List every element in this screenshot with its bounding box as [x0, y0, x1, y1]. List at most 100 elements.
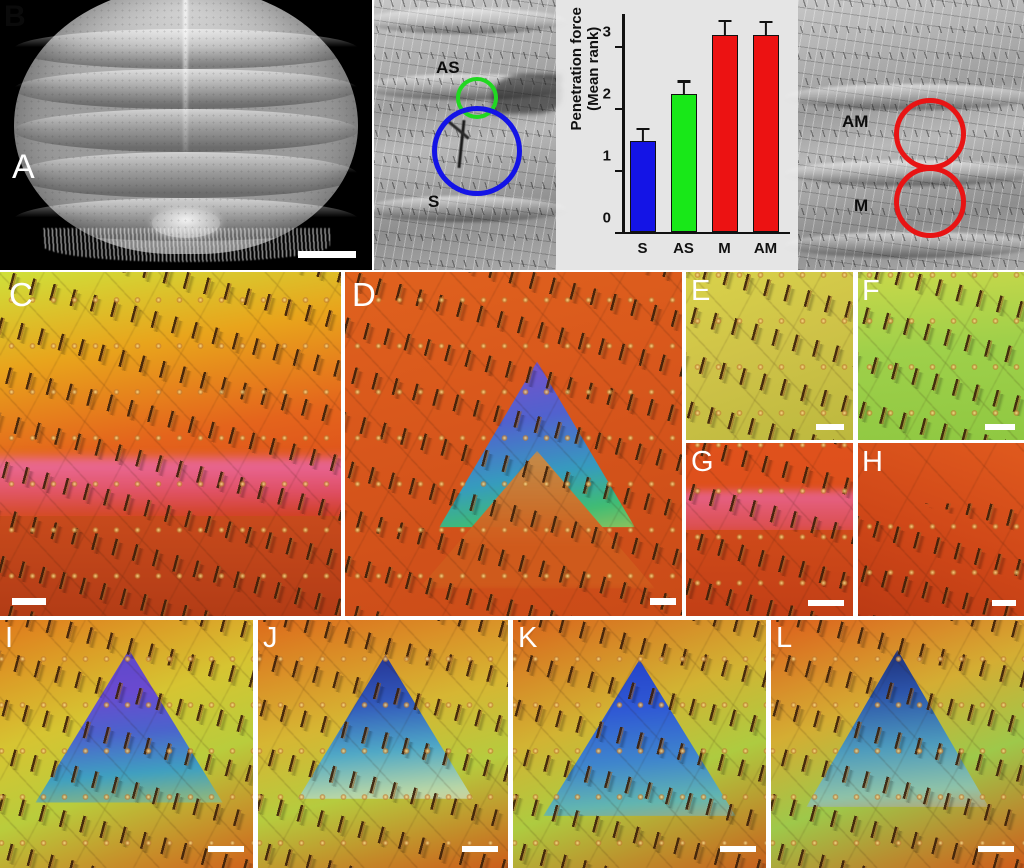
bar-group-as — [670, 14, 697, 232]
panel-label-j: J — [263, 622, 278, 654]
setae-sockets — [771, 620, 1024, 868]
y-axis-tick-label: 0 — [602, 209, 611, 227]
marginal-setae-fringe — [41, 228, 331, 262]
panel-label-d: D — [352, 276, 376, 313]
setae-sockets — [686, 272, 853, 440]
error-bar-cap — [636, 127, 649, 130]
panel-label-g: G — [691, 446, 714, 478]
setae-sockets — [345, 272, 682, 616]
setae-sockets — [0, 272, 341, 616]
annotation-circle-am — [894, 98, 966, 170]
scale-bar-c — [12, 598, 46, 605]
scale-bar-d — [650, 598, 676, 605]
cuticle-fold — [374, 8, 567, 34]
panel-label-e: E — [691, 275, 711, 307]
panel-g — [686, 443, 853, 616]
sem-abdomen-specimen — [14, 0, 358, 262]
abdominal-segment — [14, 152, 358, 198]
error-bar — [764, 23, 767, 36]
setae-sockets — [513, 620, 766, 868]
cuticle-fold — [784, 232, 1024, 258]
panel-label-a: A — [12, 148, 35, 186]
scale-bar-e — [816, 424, 844, 430]
error-bar — [682, 82, 685, 94]
panel-l — [771, 620, 1024, 868]
panel-k — [513, 620, 766, 868]
y-axis-tick — [615, 107, 622, 111]
scale-bar-a — [298, 251, 356, 258]
annotation-label-m: M — [854, 196, 869, 215]
panel-label-i: I — [5, 622, 14, 654]
y-axis-label-line1: Penetration force — [568, 7, 586, 131]
panel-label-l: L — [776, 622, 793, 654]
y-axis-tick — [615, 169, 622, 173]
sem-tile-right: AM M — [784, 0, 1024, 270]
panel-d — [345, 272, 682, 616]
x-tick-label-m: M — [718, 240, 731, 257]
y-axis-label-line2: (Mean rank) — [585, 26, 602, 111]
annotation-circle-m — [894, 166, 966, 238]
panel-c — [0, 272, 341, 616]
scale-bar-k — [720, 846, 756, 852]
error-bar-cap — [718, 19, 731, 22]
setae-sockets — [858, 272, 1024, 440]
panel-a — [0, 0, 372, 270]
panel-label-h: H — [862, 446, 883, 478]
panel-label-c: C — [9, 276, 33, 313]
x-tick-label-as: AS — [673, 240, 694, 257]
panel-b: AS S AM M Penetration force (Mean rank) — [374, 0, 1024, 270]
y-axis-tick-label: 1 — [602, 147, 611, 165]
panel-i — [0, 620, 253, 868]
cuticle-fold — [374, 196, 567, 222]
setae-sockets — [858, 503, 1024, 616]
bar-group-m — [711, 14, 738, 232]
annotation-label-s: S — [428, 192, 440, 211]
sem-tile-left: AS S — [374, 0, 567, 270]
x-axis-line — [622, 231, 790, 234]
bar-group-s — [629, 14, 656, 232]
error-bar — [641, 129, 644, 141]
panel-label-b: B — [4, 0, 26, 33]
penetration-force-bar-chart: Penetration force (Mean rank) 0 1 2 3 S AS M A… — [556, 0, 798, 270]
panel-label-f: F — [862, 275, 880, 307]
y-axis-tick — [615, 231, 622, 234]
error-bar — [723, 21, 726, 36]
shadow-region — [492, 74, 562, 114]
x-axis-tick-labels: S AS M AM — [622, 240, 786, 262]
annotation-label-as: AS — [436, 58, 460, 77]
panel-h — [858, 443, 1024, 616]
error-bar-cap — [759, 21, 772, 24]
panel-f — [858, 272, 1024, 440]
chart-y-axis-label: Penetration force (Mean rank) — [568, 0, 603, 159]
bar-group-am — [752, 14, 779, 232]
dorsal-midline — [182, 0, 188, 153]
scale-bar-l — [978, 846, 1014, 852]
scale-bar-j — [462, 846, 498, 852]
chart-bars — [622, 14, 786, 232]
chart-plot-area: 0 1 2 3 — [603, 14, 790, 234]
scale-bar-i — [208, 846, 244, 852]
scale-bar-f — [985, 424, 1015, 430]
cuticle-texture — [14, 0, 358, 254]
scale-bar-h — [992, 600, 1016, 606]
annotation-circle-s — [432, 106, 522, 196]
cuticle-fold — [784, 84, 1024, 110]
error-bar-cap — [677, 80, 690, 83]
bar-m — [711, 35, 738, 232]
y-axis-tick — [615, 45, 622, 49]
setae-sockets — [258, 620, 508, 868]
x-tick-label-s: S — [637, 240, 648, 257]
bar-as — [670, 93, 697, 232]
y-axis-tick-label: 2 — [602, 85, 611, 103]
setae-sockets — [686, 443, 853, 616]
y-axis-tick-label: 3 — [602, 23, 611, 41]
setae-sockets — [0, 620, 253, 868]
panel-e — [686, 272, 853, 440]
scale-bar-g — [808, 600, 844, 606]
panel-j — [258, 620, 508, 868]
annotation-label-am: AM — [842, 112, 869, 131]
y-axis-line — [622, 14, 625, 234]
bar-am — [752, 35, 779, 232]
x-tick-label-am: AM — [753, 240, 778, 257]
